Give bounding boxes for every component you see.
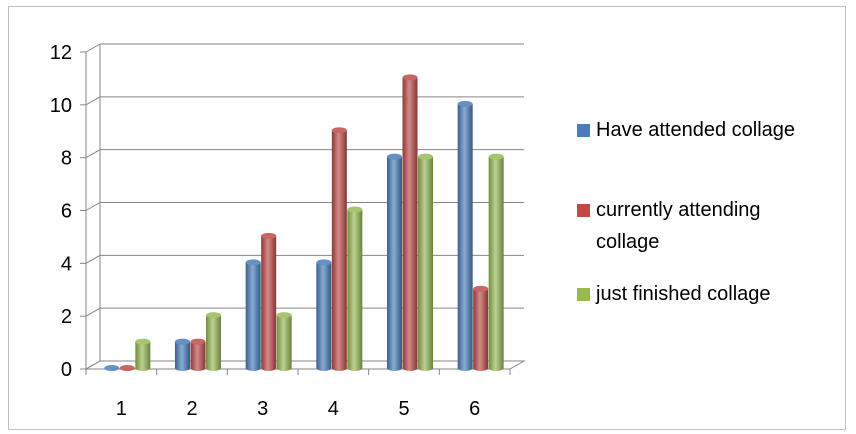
gridline <box>85 43 524 53</box>
legend-entry: currently attending collage <box>577 199 761 253</box>
legend-label: currently attending collage <box>596 199 761 253</box>
bar <box>316 259 332 371</box>
bar <box>135 338 151 371</box>
x-tick-labels: 1 2 3 4 5 6 <box>116 398 480 420</box>
bar <box>104 365 120 371</box>
legend-label: Have attended collage <box>596 119 795 141</box>
bar <box>119 365 135 371</box>
bar <box>245 259 261 371</box>
legend-swatch <box>577 124 590 137</box>
x-tick-label: 2 <box>186 398 197 420</box>
bar <box>261 232 277 371</box>
x-tick-label: 1 <box>116 398 127 420</box>
y-tick-label: 0 <box>61 359 72 381</box>
y-tick-label: 10 <box>50 95 72 117</box>
legend-swatch <box>577 288 590 301</box>
bar <box>418 153 433 371</box>
legend-swatch <box>577 204 590 217</box>
bar <box>331 127 347 371</box>
bar <box>347 206 363 371</box>
bar <box>473 285 489 371</box>
x-tick-label: 5 <box>398 398 409 420</box>
gridline <box>85 254 524 264</box>
bar <box>457 100 473 371</box>
y-tick-label: 2 <box>61 306 72 328</box>
gridline <box>85 96 524 106</box>
legend: Have attended collage currently attending… <box>577 119 795 305</box>
bar <box>488 153 504 371</box>
bar <box>402 74 418 372</box>
gridline <box>85 149 524 159</box>
bar <box>276 312 292 371</box>
legend-entry: just finished collage <box>577 283 771 305</box>
legend-label: just finished collage <box>595 283 771 305</box>
axes <box>80 44 526 375</box>
y-tick-label: 12 <box>50 42 72 64</box>
y-tick-label: 6 <box>61 201 72 223</box>
bars <box>104 74 504 372</box>
bar <box>387 153 402 371</box>
bar <box>175 338 190 371</box>
x-tick-label: 3 <box>257 398 268 420</box>
gridline <box>85 202 524 211</box>
gridline <box>85 307 524 317</box>
y-tick-label: 8 <box>61 148 72 170</box>
bar <box>190 338 206 371</box>
bar <box>206 312 221 371</box>
x-tick-label: 4 <box>328 398 339 420</box>
y-tick-label: 4 <box>61 253 72 275</box>
x-tick-label: 6 <box>469 398 480 420</box>
legend-entry: Have attended collage <box>577 119 795 141</box>
y-tick-labels: 0 2 4 6 8 10 12 <box>50 42 72 381</box>
